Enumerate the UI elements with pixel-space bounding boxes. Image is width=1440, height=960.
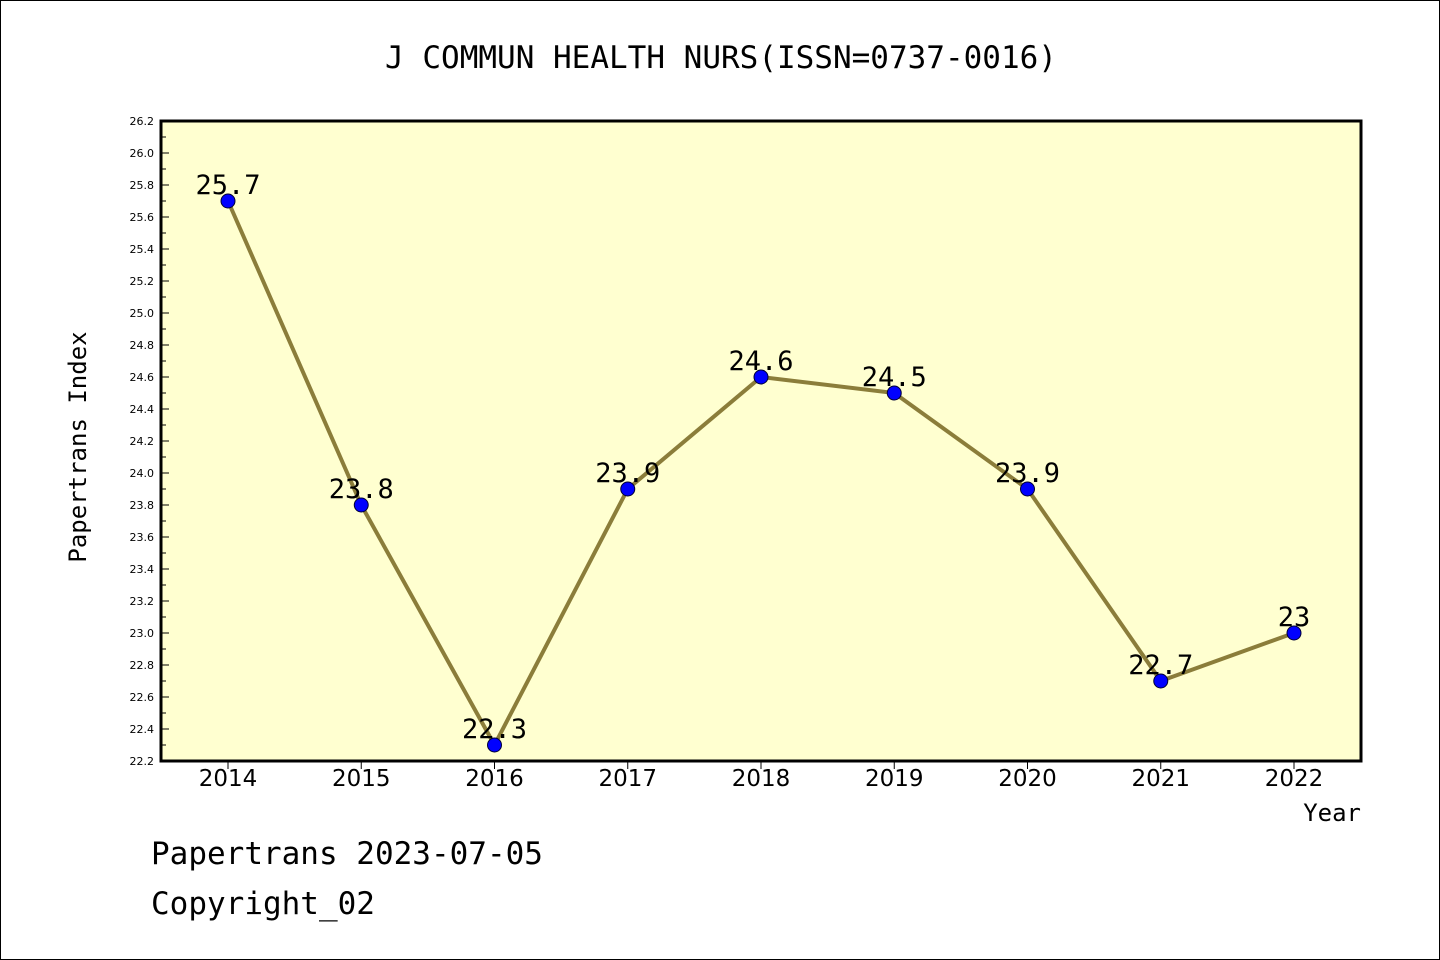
footer-copyright-text: Copyright_02 (151, 886, 375, 922)
x-tick-label: 2015 (332, 766, 391, 792)
y-tick-label: 25.6 (130, 211, 155, 224)
plot-border (159, 119, 1363, 763)
y-tick-label: 23.2 (130, 595, 155, 608)
x-axis-label: Year (1303, 799, 1361, 827)
y-tick-label: 25.2 (130, 275, 155, 288)
data-point (1020, 481, 1035, 497)
y-tick-label: 24.0 (130, 467, 155, 480)
y-tick-label: 23.8 (130, 499, 155, 512)
plot-background (161, 121, 1361, 761)
y-tick-label: 25.8 (130, 179, 155, 192)
data-label: 25.7 (195, 170, 260, 201)
y-tick-label: 24.2 (130, 435, 155, 448)
y-tick-label: 22.8 (130, 659, 155, 672)
y-tick-label: 24.6 (130, 371, 155, 384)
x-tick-label: 2020 (998, 766, 1057, 792)
data-label: 23 (1278, 602, 1311, 633)
x-tick-label: 2014 (199, 766, 258, 792)
data-label: 24.6 (728, 346, 793, 377)
x-tick-label: 2018 (732, 766, 791, 792)
data-point (353, 497, 369, 513)
data-point (753, 369, 769, 385)
y-tick-label: 22.2 (130, 755, 155, 768)
data-label: 24.5 (862, 362, 927, 393)
y-tick-label: 26.0 (130, 147, 155, 160)
data-point (220, 193, 236, 209)
x-tick-label: 2022 (1265, 766, 1324, 792)
data-label: 23.9 (995, 458, 1060, 489)
y-tick-label: 24.4 (130, 403, 155, 416)
data-label: 22.3 (462, 714, 527, 745)
y-tick-label: 22.4 (130, 723, 155, 736)
x-tick-label: 2017 (598, 766, 657, 792)
data-point (1153, 673, 1169, 689)
data-label: 23.9 (595, 458, 660, 489)
x-tick-label: 2021 (1131, 766, 1190, 792)
y-tick-label: 25.0 (130, 307, 155, 320)
data-label: 22.7 (1128, 650, 1193, 681)
y-tick-label: 23.4 (130, 563, 155, 576)
y-tick-label: 24.8 (130, 339, 155, 352)
plot-area: 22.2 22.4 22.6 22.8 23.0 23.2 23.4 23.6 23.8 24.0… (130, 115, 1363, 792)
y-tick-label: 22.6 (130, 691, 155, 704)
y-tick-label: 23.6 (130, 531, 155, 544)
x-tick-label: 2019 (865, 766, 924, 792)
footer-date-text: Papertrans 2023-07-05 (151, 836, 543, 872)
y-tick-label: 23.0 (130, 627, 155, 640)
x-tick-label: 2016 (465, 766, 524, 792)
data-point (487, 737, 502, 753)
data-point (620, 481, 636, 497)
chart-title: J COMMUN HEALTH NURS(ISSN=0737-0016) (385, 40, 1057, 76)
data-label: 23.8 (329, 474, 394, 505)
y-axis-label: Papertrans Index (64, 331, 92, 562)
y-tick-label: 26.2 (130, 115, 155, 128)
data-point (1286, 625, 1302, 641)
y-tick-label: 25.4 (130, 243, 155, 256)
data-point (886, 385, 902, 401)
